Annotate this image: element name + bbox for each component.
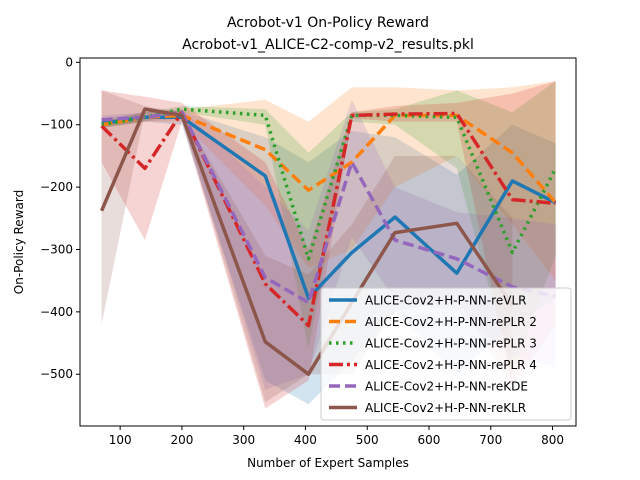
line-series-6 [99, 107, 514, 376]
legend-label: ALICE-Cov2+H-P-NN-rePLR 4 [365, 358, 537, 372]
x-axis-label: Number of Expert Samples [247, 456, 409, 470]
band-series-6 [101, 90, 513, 403]
line-series-4 [100, 110, 556, 328]
x-tick-label: 400 [294, 433, 317, 447]
legend-label: ALICE-Cov2+H-P-NN-reKLR [365, 401, 526, 415]
x-tick-label: 800 [541, 433, 564, 447]
y-tick-label: 0 [65, 55, 73, 69]
chart-subtitle: Acrobot-v1_ALICE-C2-comp-v2_results.pkl [182, 37, 474, 53]
chart-title: Acrobot-v1 On-Policy Reward [227, 15, 429, 31]
y-tick-label: −100 [40, 118, 73, 132]
y-tick-label: −400 [40, 305, 73, 319]
y-tick-label: −500 [40, 367, 73, 381]
plot-frame [79, 57, 577, 427]
y-axis-label: On-Policy Reward [12, 190, 26, 294]
legend: ALICE-Cov2+H-P-NN-reVLR ALICE-Cov2+H-P-NN… [320, 287, 572, 421]
legend-label: ALICE-Cov2+H-P-NN-rePLR 3 [365, 337, 537, 351]
y-tick-label: −300 [40, 242, 73, 256]
line-series-5 [101, 110, 556, 305]
x-tick-label: 600 [418, 433, 441, 447]
x-tick-label: 700 [479, 433, 502, 447]
x-tick-label: 100 [109, 433, 132, 447]
legend-label: ALICE-Cov2+H-P-NN-rePLR 2 [365, 315, 537, 329]
legend-label: ALICE-Cov2+H-P-NN-reKDE [365, 380, 528, 394]
band-series-4 [101, 81, 556, 409]
legend-label: ALICE-Cov2+H-P-NN-reVLR [365, 294, 526, 308]
line-series-2 [101, 113, 557, 204]
x-tick-label: 500 [356, 433, 379, 447]
y-axis-ticks: 0 −100 −200 −300 −400 −500 [40, 55, 80, 381]
band-series-5 [101, 99, 556, 390]
y-tick-label: −200 [40, 180, 73, 194]
x-tick-label: 300 [232, 433, 255, 447]
x-tick-label: 200 [170, 433, 193, 447]
x-axis-ticks: 100 200 300 400 500 600 700 800 [109, 426, 564, 447]
band-series-2 [101, 81, 556, 281]
series-lines [99, 107, 558, 376]
legend-box [320, 287, 572, 421]
line-series-1 [101, 115, 557, 300]
